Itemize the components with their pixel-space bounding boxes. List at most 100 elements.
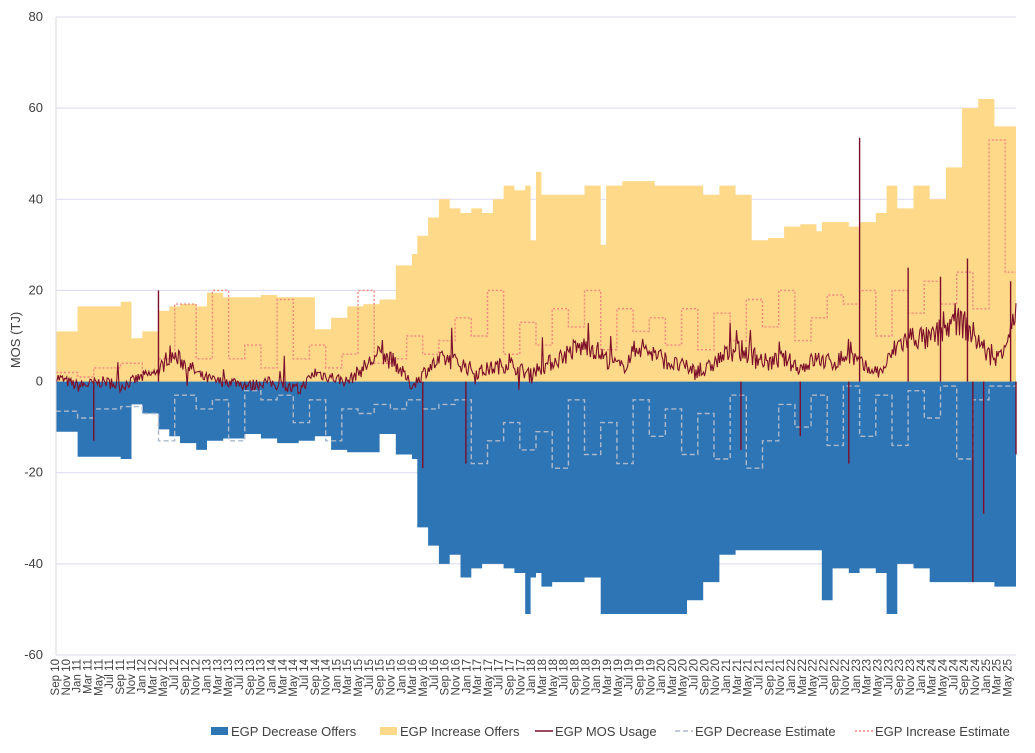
x-tick-label: May 25	[1002, 659, 1014, 697]
y-axis-title: MOS (TJ)	[8, 312, 23, 368]
x-tick-label: May 15	[353, 659, 365, 697]
x-tick-label: Jul 20	[689, 659, 701, 690]
legend-label: EGP Decrease Estimate	[695, 724, 836, 739]
x-tick-label: Sep 13	[245, 659, 257, 695]
x-tick-label: Jan 19	[591, 659, 603, 694]
x-tick-label: Sep 24	[959, 658, 971, 695]
x-tick-label: Jul 23	[883, 659, 895, 690]
x-tick-label: Nov 10	[61, 659, 73, 695]
increase-offers-area	[56, 99, 1016, 382]
x-tick-label: Jul 13	[234, 659, 246, 690]
x-tick-label: May 20	[678, 659, 690, 697]
x-tick-label: Nov 24	[970, 658, 982, 695]
y-tick-label: 80	[29, 9, 43, 24]
x-tick-label: Nov 14	[321, 658, 333, 695]
x-tick-label: Jan 21	[721, 659, 733, 694]
x-tick-label: Nov 18	[580, 659, 592, 695]
x-tick-label: Jul 17	[494, 659, 506, 690]
x-tick-label: Sep 17	[505, 659, 517, 695]
x-tick-label: Sep 15	[375, 659, 387, 695]
y-tick-label: 0	[36, 374, 43, 389]
x-tick-label: Mar 22	[797, 659, 809, 695]
x-tick-label: May 23	[873, 659, 885, 697]
x-tick-label: Jul 18	[559, 659, 571, 690]
increase-estimate-line	[56, 139, 1016, 378]
x-tick-label: Nov 11	[126, 659, 138, 695]
x-tick-label: May 22	[808, 659, 820, 697]
x-tick-label: Mar 25	[992, 659, 1004, 695]
x-tick-label: Jan 22	[786, 659, 798, 694]
y-tick-label: 20	[29, 282, 43, 297]
x-tick-label: Mar 24	[927, 658, 939, 694]
x-tick-label: Nov 12	[191, 659, 203, 695]
y-tick-label: 60	[29, 100, 43, 115]
x-tick-label: Jul 22	[818, 659, 830, 690]
x-tick-label: Sep 10	[50, 659, 62, 695]
y-tick-label: -20	[24, 465, 43, 480]
x-tick-label: Jan 24	[916, 658, 928, 693]
x-tick-label: Mar 13	[212, 659, 224, 695]
legend-swatch	[380, 727, 397, 735]
x-tick-label: Jul 14	[299, 658, 311, 689]
x-tick-label: Jul 15	[364, 659, 376, 690]
x-tick-label: Mar 16	[407, 659, 419, 695]
x-tick-label: Sep 11	[115, 659, 127, 695]
x-tick-label: Jan 11	[72, 659, 84, 693]
x-tick-label: Mar 23	[862, 659, 874, 695]
legend-label: EGP Increase Estimate	[875, 724, 1010, 739]
x-tick-label: Jul 16	[429, 659, 441, 690]
x-tick-label: May 21	[743, 659, 755, 697]
x-tick-label: May 17	[483, 659, 495, 697]
legend-item: EGP Decrease Estimate	[675, 724, 836, 739]
x-tick-label: Nov 13	[256, 659, 268, 695]
x-tick-label: Jan 16	[396, 659, 408, 694]
mos-usage-line	[55, 303, 1017, 395]
legend-item: EGP Increase Estimate	[855, 724, 1010, 739]
x-tick-label: Nov 20	[710, 659, 722, 695]
x-tick-label: Sep 16	[440, 659, 452, 695]
legend: EGP Decrease Offers EGP Increase Offers EG…	[211, 724, 1010, 739]
x-tick-label: Sep 21	[764, 659, 776, 695]
decrease-offers-area	[56, 381, 1016, 614]
x-tick-label: Nov 17	[515, 659, 527, 695]
y-tick-label: -40	[24, 556, 43, 571]
legend-label: EGP MOS Usage	[555, 724, 657, 739]
x-tick-label: Jul 12	[169, 659, 181, 690]
legend-swatch	[211, 727, 228, 735]
x-tick-label: Nov 22	[840, 659, 852, 695]
decrease-estimate-line	[56, 385, 1016, 469]
x-tick-label: Jan 14	[266, 658, 278, 693]
x-tick-label: Jan 18	[526, 659, 538, 694]
x-tick-label: Mar 20	[667, 659, 679, 695]
legend-label: EGP Decrease Offers	[231, 724, 357, 739]
x-tick-label: Mar 15	[342, 659, 354, 695]
y-tick-label: -60	[24, 647, 43, 662]
x-tick-label: Mar 12	[147, 659, 159, 695]
x-tick-label: Nov 15	[386, 659, 398, 695]
x-tick-label: Jan 17	[461, 659, 473, 694]
x-tick-label: May 24	[937, 658, 949, 696]
x-tick-label: Jan 13	[202, 659, 214, 694]
x-tick-label: Mar 17	[472, 659, 484, 695]
x-tick-label: May 13	[223, 659, 235, 697]
x-tick-label: May 19	[613, 659, 625, 697]
legend-item: EGP Increase Offers	[380, 724, 520, 739]
x-tick-label: Mar 19	[602, 659, 614, 695]
x-tick-label: Mar 18	[537, 659, 549, 695]
x-tick-label: Jan 25	[981, 659, 993, 694]
x-tick-label: Sep 23	[894, 659, 906, 695]
x-tick-label: Sep 20	[699, 659, 711, 695]
legend-item: EGP Decrease Offers	[211, 724, 357, 739]
legend-item: EGP MOS Usage	[535, 724, 657, 739]
y-tick-label: 40	[29, 191, 43, 206]
x-tick-label: Sep 19	[634, 659, 646, 695]
x-tick-label: Sep 14	[310, 658, 322, 695]
x-tick-label: Nov 19	[645, 659, 657, 695]
x-tick-label: Nov 21	[775, 659, 787, 695]
x-tick-label: Jan 15	[331, 659, 343, 694]
x-tick-label: May 12	[158, 659, 170, 697]
x-tick-label: Mar 14	[277, 658, 289, 694]
estimate-lines	[56, 139, 1016, 469]
